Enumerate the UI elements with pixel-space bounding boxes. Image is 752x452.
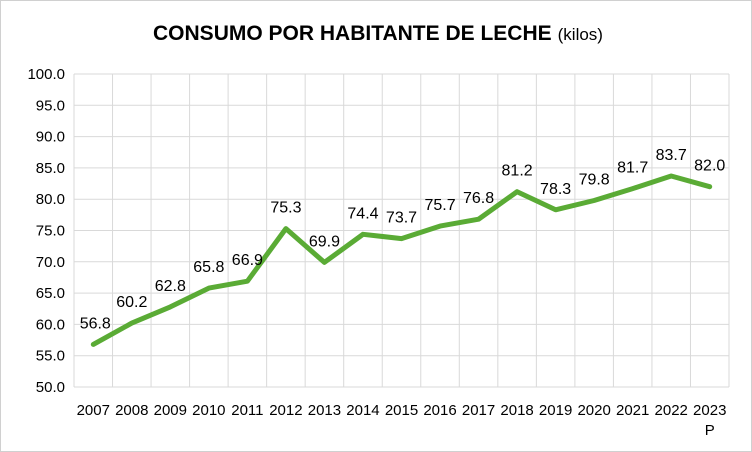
data-labels: 56.8 60.2 62.8 65.8 66.9 75.3 69.9 74.4 73.7 75.7… (80, 147, 726, 332)
data-label: 56.8 (80, 315, 111, 332)
data-label: 73.7 (386, 210, 417, 227)
x-tick-label: 2015 (385, 402, 418, 419)
y-tick-label: 90.0 (36, 129, 65, 146)
x-tick-note: P (705, 422, 715, 439)
data-label: 62.8 (155, 278, 186, 295)
data-label: 76.8 (463, 190, 494, 207)
x-tick-label: 2021 (616, 402, 649, 419)
x-tick-label: 2016 (423, 402, 456, 419)
y-tick-label: 85.0 (36, 160, 65, 177)
y-tick-label: 80.0 (36, 191, 65, 208)
x-tick-label: 2018 (500, 402, 533, 419)
y-tick-label: 50.0 (36, 379, 65, 396)
x-tick-label: 2013 (308, 402, 341, 419)
x-tick-label: 2007 (77, 402, 110, 419)
y-tick-label: 60.0 (36, 316, 65, 333)
data-label: 79.8 (579, 171, 610, 188)
x-tick-label: 2009 (154, 402, 187, 419)
x-tick-label: 2019 (539, 402, 572, 419)
x-tick-label: 2008 (115, 402, 148, 419)
y-tick-label: 75.0 (36, 223, 65, 240)
grid-lines (73, 73, 730, 388)
chart-title-main: CONSUMO POR HABITANTE DE LECHE (153, 22, 552, 45)
y-tick-label: 100.0 (27, 66, 65, 83)
series-line (90, 173, 713, 347)
x-tick-label: 2022 (655, 402, 688, 419)
data-label: 82.0 (694, 158, 725, 175)
chart-title-unit: (kilos) (558, 25, 603, 44)
data-label: 74.4 (347, 205, 378, 222)
x-tick-label: 2010 (192, 402, 225, 419)
y-tick-label: 65.0 (36, 285, 65, 302)
data-label: 75.7 (424, 197, 455, 214)
data-label: 65.8 (193, 259, 224, 276)
series-line-layer (90, 173, 713, 347)
data-label: 83.7 (656, 147, 687, 164)
data-label: 69.9 (309, 233, 340, 250)
data-label: 81.7 (617, 160, 648, 177)
chart-title: CONSUMO POR HABITANTE DE LECHE (kilos) (153, 22, 603, 45)
x-tick-label: 2012 (269, 402, 302, 419)
x-tick-label: 2020 (577, 402, 610, 419)
y-tick-label: 70.0 (36, 254, 65, 271)
x-tick-label: 2017 (462, 402, 495, 419)
data-label: 60.2 (116, 294, 147, 311)
data-label: 75.3 (270, 200, 301, 217)
data-label: 81.2 (502, 163, 533, 180)
x-axis-ticks: 2007 2008 2009 2010 2011 2012 2013 2014 2015 2016… (77, 402, 727, 439)
x-tick-label: 2023 (693, 402, 726, 419)
x-tick-label: 2014 (346, 402, 379, 419)
x-tick-label: 2011 (231, 402, 263, 419)
data-label: 78.3 (540, 181, 571, 198)
data-label: 66.9 (232, 252, 263, 269)
y-tick-label: 95.0 (36, 97, 65, 114)
y-tick-label: 55.0 (36, 348, 65, 365)
y-axis-ticks: 50.0 55.0 60.0 65.0 70.0 75.0 80.0 85.0 90.0 95.0… (27, 66, 65, 396)
